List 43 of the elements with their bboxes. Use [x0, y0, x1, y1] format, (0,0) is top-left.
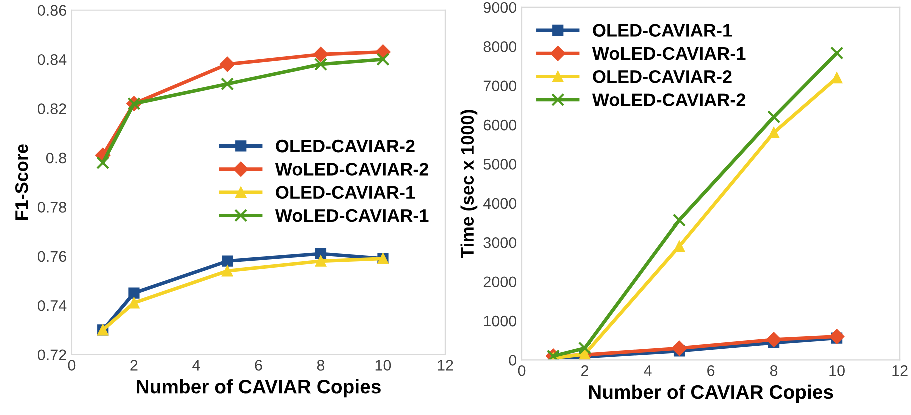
x-tick-label: 2 [130, 360, 138, 371]
x-axis-title: Number of CAVIAR Copies [589, 384, 834, 404]
legend-label: OLED-CAVIAR-1 [593, 24, 732, 37]
legend-label: WoLED-CAVIAR-1 [275, 209, 429, 222]
x-tick-label: 0 [518, 365, 526, 376]
x-tick-label: 6 [255, 360, 262, 371]
x-tick-label: 10 [376, 360, 392, 371]
y-tick-label: 0.8 [46, 152, 66, 164]
y-tick-label: 0.72 [38, 350, 66, 361]
y-tick-label: 0.74 [38, 300, 67, 312]
y-tick-label: 1000 [484, 316, 517, 327]
y-tick-label: 3000 [484, 238, 517, 248]
y-tick-label: 6000 [484, 120, 517, 131]
x-tick-label: 4 [644, 366, 652, 376]
y-tick-label: 7000 [484, 80, 517, 92]
y-tick-label: 2000 [484, 276, 517, 288]
y-tick-label: 5000 [484, 159, 517, 170]
x-tick-label: 12 [438, 360, 454, 371]
y-tick-label: 0.76 [38, 251, 66, 262]
x-axis-title: Number of CAVIAR Copies [137, 379, 381, 398]
x-tick-label: 2 [582, 365, 588, 376]
y-axis-title: Time (sec x 1000) [460, 110, 478, 258]
legend-label: OLED-CAVIAR-2 [276, 140, 415, 153]
y-tick-label: 0.82 [38, 104, 66, 114]
legend-label: OLED-CAVIAR-2 [593, 70, 732, 84]
y-tick-label: 8000 [484, 42, 517, 52]
x-tick-label: 10 [830, 365, 845, 376]
x-tick-label: 6 [708, 365, 715, 376]
legend-label: OLED-CAVIAR-1 [276, 186, 416, 200]
x-tick-label: 0 [68, 360, 76, 371]
legend-label: WoLED-CAVIAR-1 [592, 47, 746, 60]
y-tick-label: 0.78 [38, 202, 66, 213]
legend-label: WoLED-CAVIAR-2 [275, 163, 429, 176]
x-tick-label: 12 [892, 365, 908, 376]
y-tick-label: 4000 [484, 198, 517, 210]
y-tick-label: 9000 [484, 2, 517, 14]
x-tick-label: 8 [770, 365, 778, 376]
y-axis-title: F1-Score [15, 144, 28, 220]
y-tick-label: 0.84 [38, 54, 67, 66]
x-tick-label: 8 [317, 360, 325, 371]
x-tick-label: 4 [192, 360, 200, 371]
legend-label: WoLED-CAVIAR-2 [592, 94, 746, 106]
y-tick-label: 0.86 [38, 5, 66, 16]
